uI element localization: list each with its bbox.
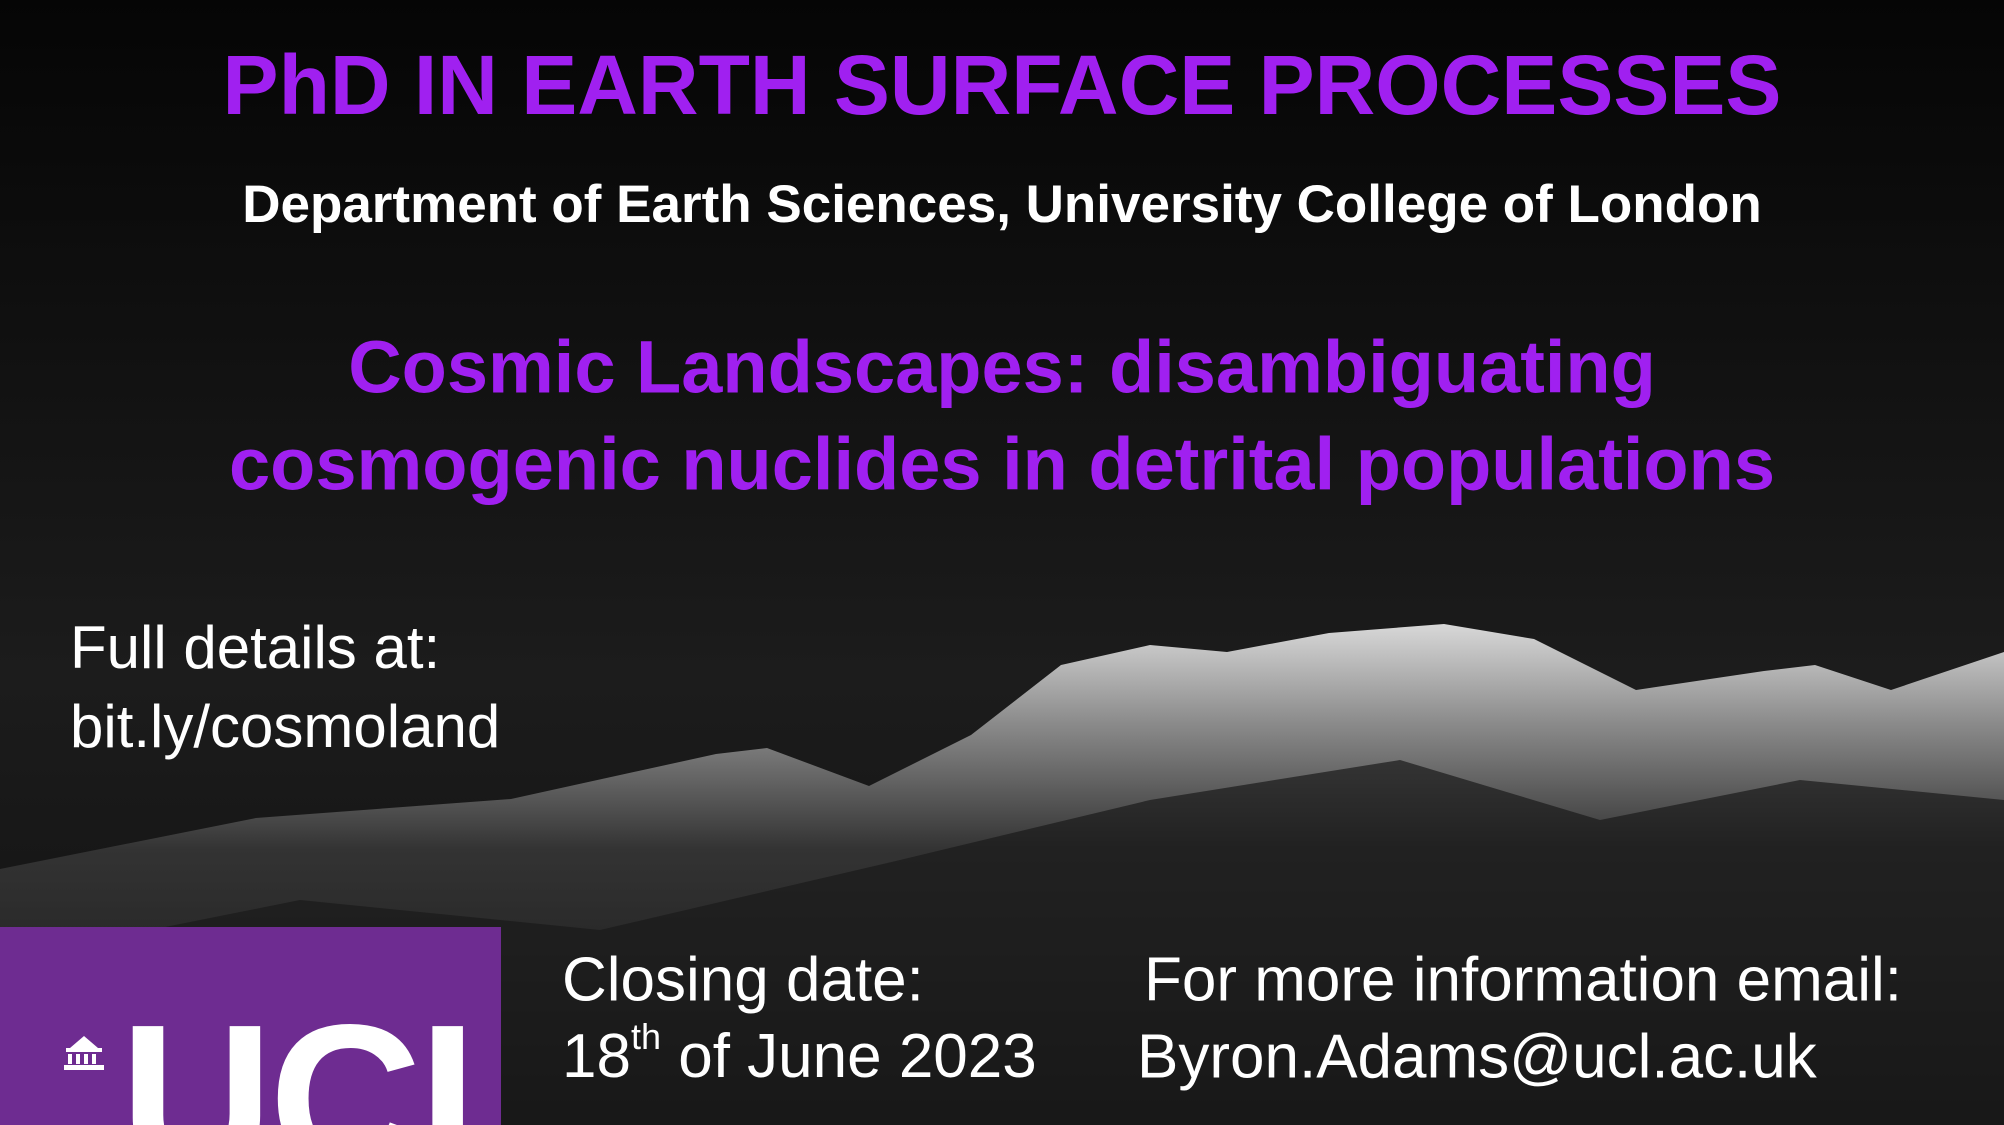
- contact-email: Byron.Adams@ucl.ac.uk: [1137, 1022, 1818, 1091]
- title: PhD IN EARTH SURFACE PROCESSES: [223, 38, 1782, 132]
- details-label: Full details at:: [70, 614, 440, 681]
- contact-label: For more information email:: [1144, 945, 1902, 1014]
- logo-icon: [64, 1036, 104, 1070]
- project-title-line: cosmogenic nuclides in detrital populati…: [229, 423, 1775, 506]
- department: Department of Earth Sciences, University…: [242, 175, 1762, 234]
- closing-day: 18: [562, 1022, 631, 1091]
- logo-text: UCL: [120, 980, 544, 1125]
- project-title-line: Cosmic Landscapes: disambiguating: [348, 326, 1656, 409]
- closing-rest: of June 2023: [661, 1022, 1037, 1091]
- details-link: bit.ly/cosmoland: [70, 693, 500, 760]
- closing-suffix: th: [631, 1016, 661, 1057]
- logo-box: [0, 927, 501, 1125]
- closing-date: 18th of June 2023: [562, 1016, 1037, 1092]
- closing-label: Closing date:: [562, 945, 924, 1014]
